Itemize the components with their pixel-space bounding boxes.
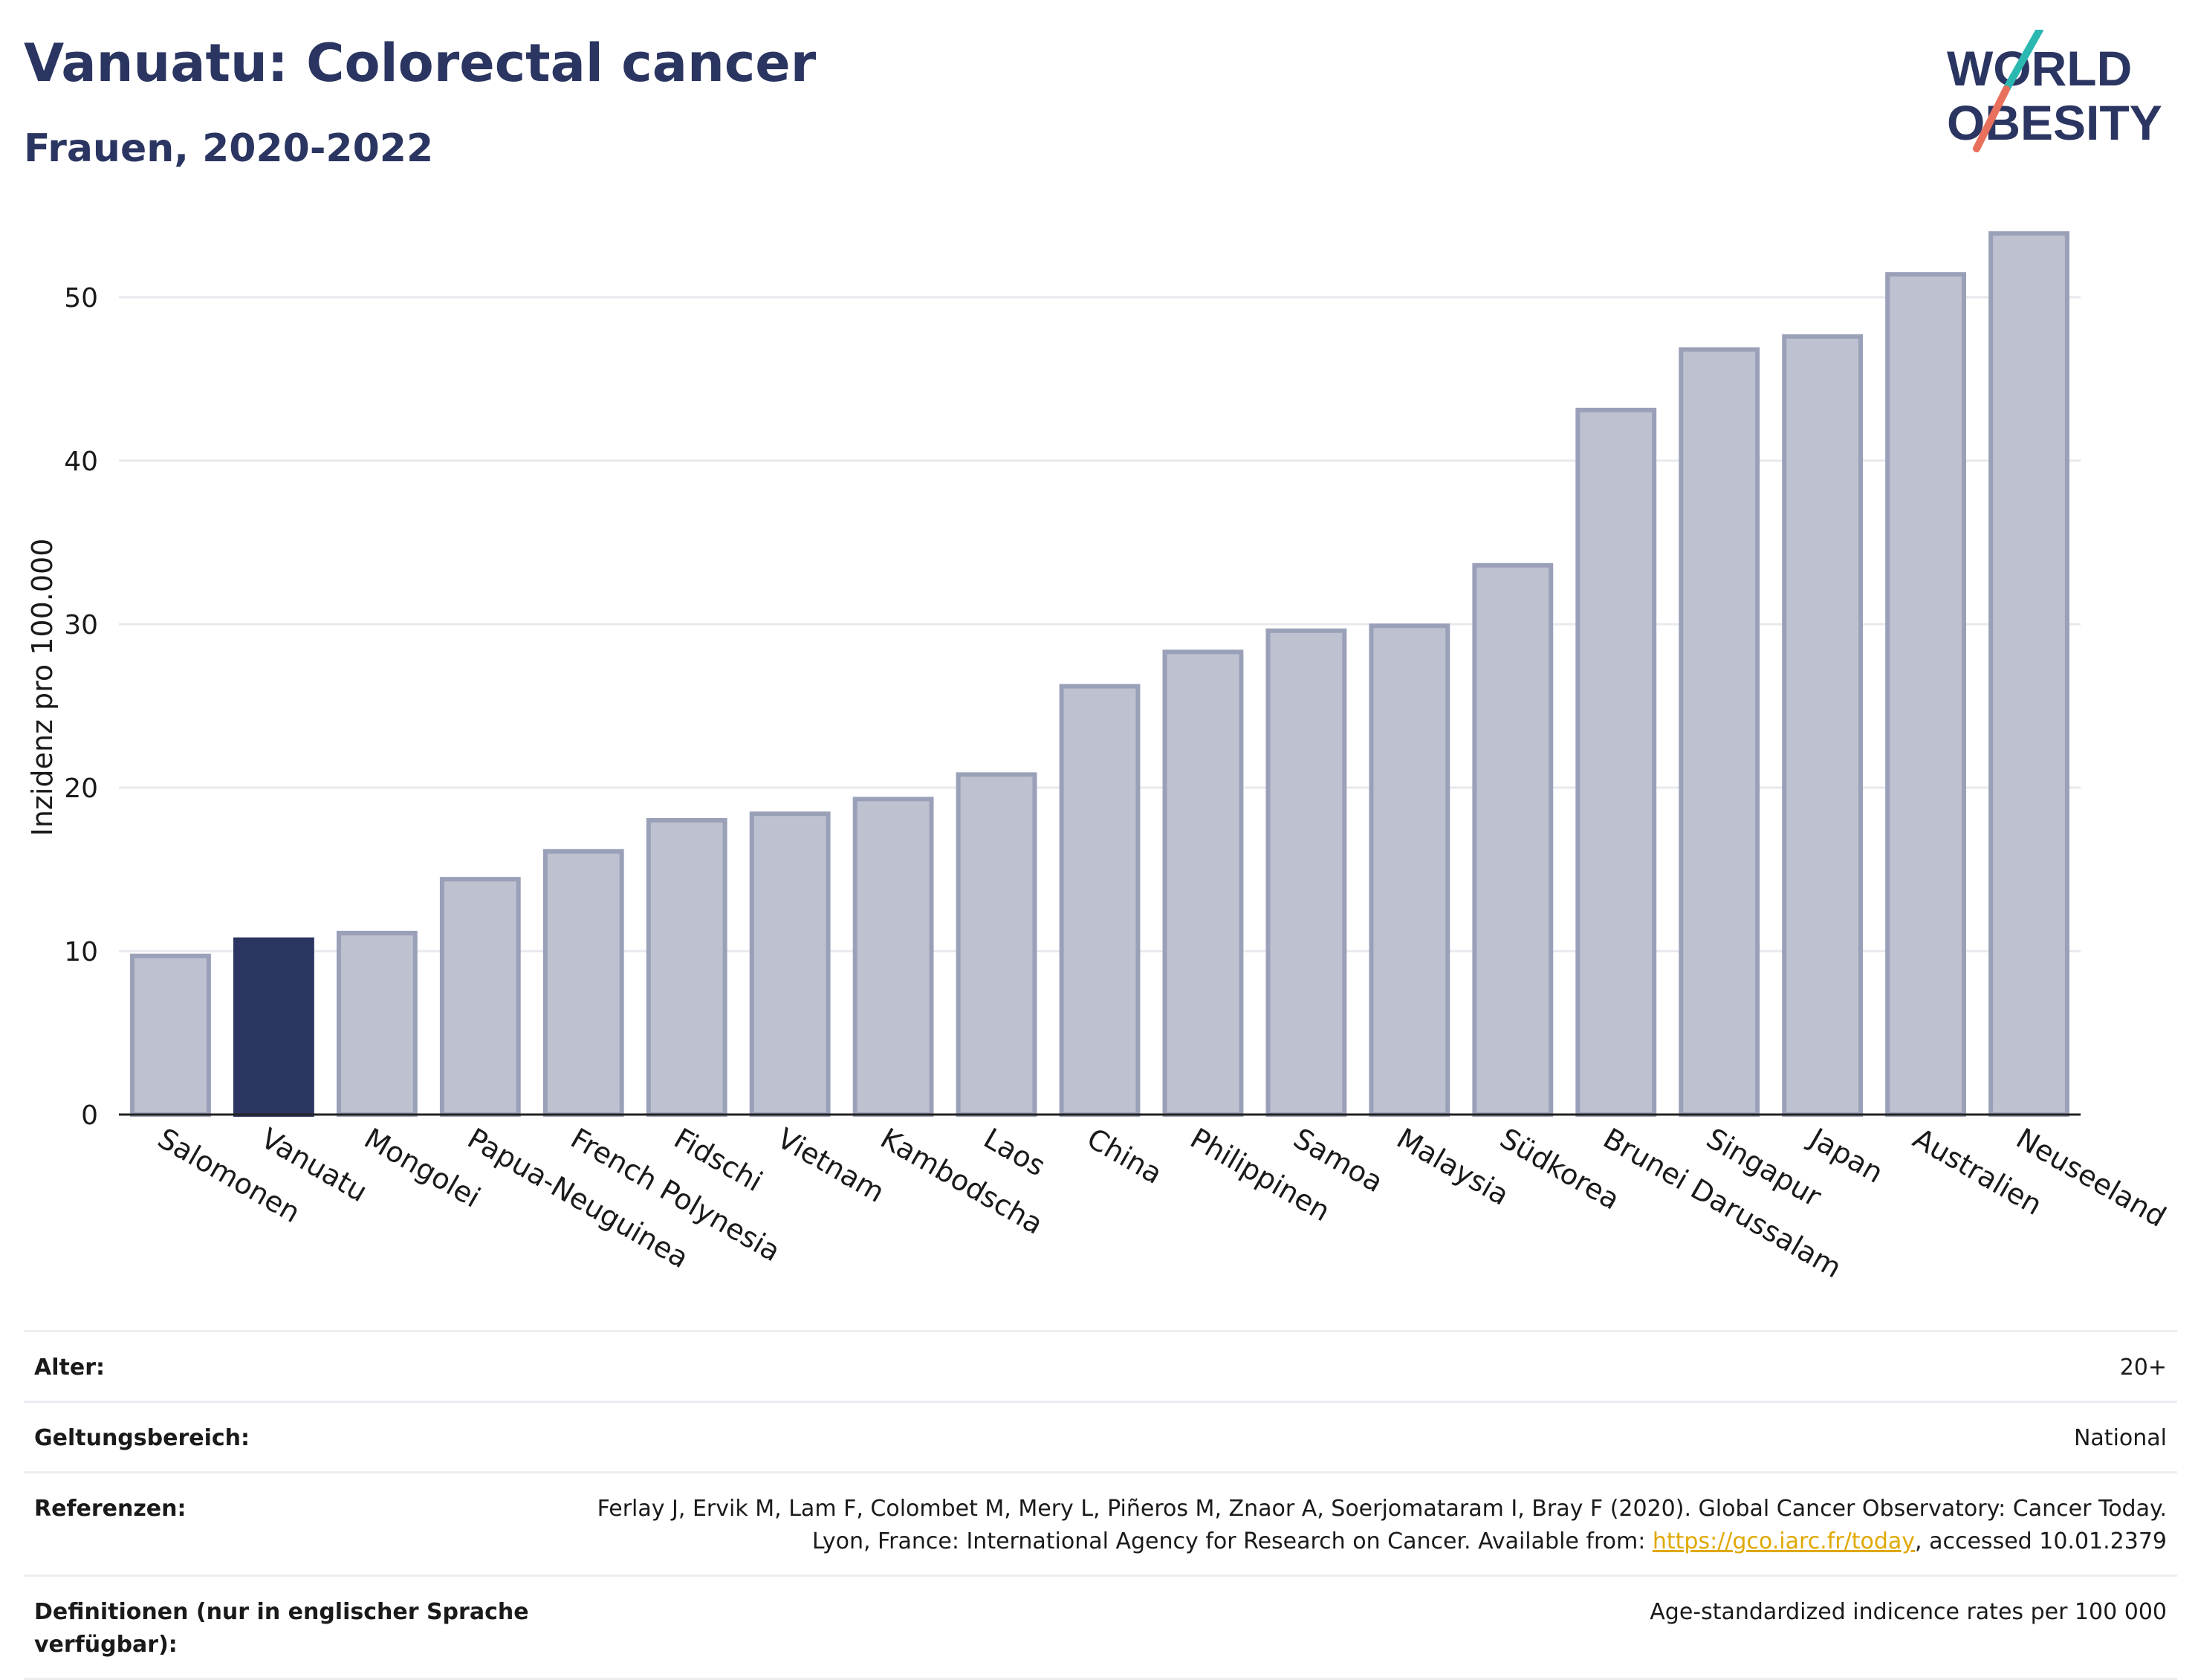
age-label: Alter:	[34, 1355, 105, 1381]
scope-value: National	[2073, 1425, 2167, 1451]
scope-label: Geltungsbereich:	[34, 1425, 250, 1451]
bar-salomonen	[130, 953, 211, 1117]
meta-row-scope: Geltungsbereich: National	[24, 1401, 2177, 1471]
bar-malaysia	[1369, 623, 1450, 1117]
bar-philippinen	[1162, 649, 1244, 1117]
references-link[interactable]: https://gco.iarc.fr/today	[1652, 1528, 1916, 1554]
meta-row-age: Alter: 20+	[24, 1330, 2177, 1401]
bar-papua-neuguinea	[439, 877, 521, 1117]
metadata-table: Alter: 20+ Geltungsbereich: National Ref…	[24, 1330, 2177, 1680]
x-tick-label: Laos	[979, 1122, 1051, 1183]
references-accessed: , accessed 10.01.2379	[1915, 1528, 2167, 1554]
y-axis-label: Inzidenz pro 100.000	[26, 539, 59, 837]
bars	[130, 231, 2069, 1118]
y-tick-label: 30	[64, 610, 98, 640]
bar-kambodscha	[852, 797, 934, 1118]
bar-french-polynesia	[542, 849, 624, 1118]
x-tick-label: Malaysia	[1391, 1122, 1514, 1212]
logo-slash-teal-icon	[2003, 30, 2043, 93]
x-axis-ticks: SalomonenVanuatuMongoleiPapua-NeuguineaF…	[152, 1121, 2171, 1285]
bar-s-dkorea	[1472, 562, 1554, 1117]
bar-japan	[1782, 334, 1864, 1117]
bar-australien	[1885, 272, 1966, 1118]
world-obesity-logo: WORLD OBESITY	[1947, 30, 2162, 152]
references-value: Ferlay J, Ervik M, Lam F, Colombet M, Me…	[569, 1493, 2167, 1558]
y-tick-label: 0	[81, 1100, 98, 1131]
x-tick-label: Vietnam	[772, 1122, 890, 1209]
bar-singapur	[1679, 347, 1760, 1117]
logo-slash-red-icon	[1973, 85, 2010, 152]
chart-title: Vanuatu: Colorectal cancer	[24, 33, 817, 94]
y-axis-ticks: 0 10 20 30 40 50	[64, 283, 98, 1131]
y-tick-label: 10	[64, 937, 98, 967]
bar-china	[1059, 684, 1141, 1117]
chart-subtitle: Frauen, 2020-2022	[24, 126, 434, 171]
bar-chart: 0 10 20 30 40 50 SalomonenVanuatuMongoleiPapu…	[26, 231, 2171, 1285]
bar-vanuatu	[233, 937, 314, 1117]
x-tick-label: Neuseeland	[2011, 1122, 2171, 1233]
bar-neuseeland	[1988, 231, 2069, 1118]
bar-fidschi	[646, 818, 727, 1117]
references-text: Ferlay J, Ervik M, Lam F, Colombet M, Me…	[597, 1496, 2167, 1554]
bar-brunei-darussalam	[1575, 407, 1657, 1117]
meta-row-definitions: Definitionen (nur in englischer Sprache …	[24, 1574, 2177, 1680]
x-tick-label: China	[1082, 1122, 1168, 1190]
y-tick-label: 20	[64, 773, 98, 804]
definitions-value: Age-standardized indicence rates per 100…	[1650, 1599, 2167, 1625]
bar-laos	[956, 772, 1037, 1118]
references-label: Referenzen:	[34, 1496, 187, 1522]
bar-mongolei	[336, 930, 418, 1118]
bar-vietnam	[749, 811, 831, 1117]
y-tick-label: 40	[64, 447, 98, 477]
age-value: 20+	[2119, 1355, 2167, 1381]
logo-line1: WORLD	[1947, 41, 2132, 96]
x-tick-label: Mongolei	[359, 1122, 486, 1214]
definitions-label: Definitionen (nur in englischer Sprache …	[34, 1599, 529, 1658]
meta-row-references: Referenzen: Ferlay J, Ervik M, Lam F, Co…	[24, 1471, 2177, 1574]
y-tick-label: 50	[64, 283, 98, 314]
bar-samoa	[1265, 628, 1347, 1117]
